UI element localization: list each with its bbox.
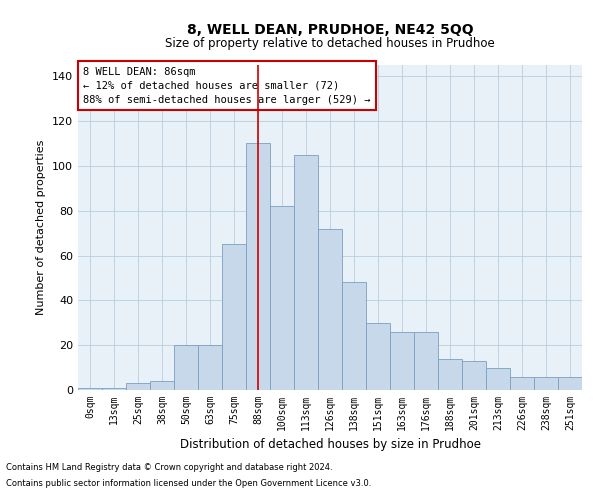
Bar xyxy=(390,332,414,390)
Bar xyxy=(270,206,294,390)
Bar xyxy=(78,388,102,390)
Y-axis label: Number of detached properties: Number of detached properties xyxy=(37,140,46,315)
Text: 8 WELL DEAN: 86sqm
← 12% of detached houses are smaller (72)
88% of semi-detache: 8 WELL DEAN: 86sqm ← 12% of detached hou… xyxy=(83,66,371,104)
Bar xyxy=(222,244,246,390)
Bar xyxy=(294,154,318,390)
Bar xyxy=(366,323,390,390)
Bar xyxy=(102,388,126,390)
Bar xyxy=(342,282,366,390)
Bar xyxy=(318,228,342,390)
Bar xyxy=(534,376,558,390)
Bar xyxy=(246,144,270,390)
Text: Contains public sector information licensed under the Open Government Licence v3: Contains public sector information licen… xyxy=(6,478,371,488)
Bar xyxy=(198,345,222,390)
Bar xyxy=(174,345,198,390)
Text: 8, WELL DEAN, PRUDHOE, NE42 5QQ: 8, WELL DEAN, PRUDHOE, NE42 5QQ xyxy=(187,22,473,36)
Bar xyxy=(438,358,462,390)
Bar xyxy=(150,381,174,390)
Bar xyxy=(414,332,438,390)
Bar xyxy=(510,376,534,390)
Bar xyxy=(462,361,486,390)
Bar xyxy=(486,368,510,390)
Text: Contains HM Land Registry data © Crown copyright and database right 2024.: Contains HM Land Registry data © Crown c… xyxy=(6,464,332,472)
Text: Size of property relative to detached houses in Prudhoe: Size of property relative to detached ho… xyxy=(165,38,495,51)
X-axis label: Distribution of detached houses by size in Prudhoe: Distribution of detached houses by size … xyxy=(179,438,481,452)
Bar xyxy=(558,376,582,390)
Bar xyxy=(126,384,150,390)
